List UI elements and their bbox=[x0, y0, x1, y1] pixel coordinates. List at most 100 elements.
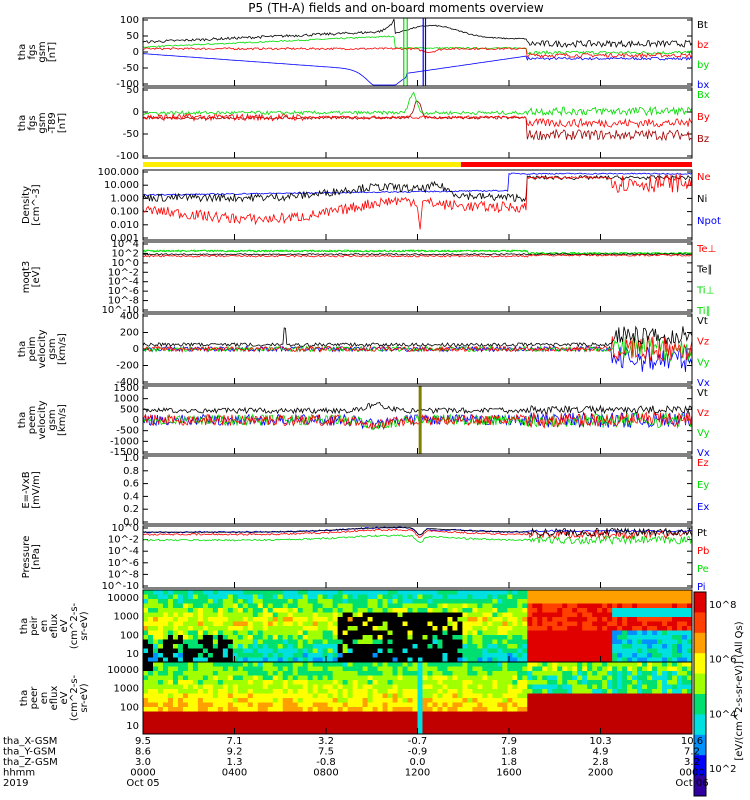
spec-cell bbox=[372, 635, 379, 640]
spec-cell bbox=[482, 653, 488, 658]
spec-cell bbox=[177, 648, 184, 654]
spec-cell bbox=[642, 684, 648, 690]
spec-cell bbox=[282, 720, 289, 726]
spec-cell bbox=[432, 590, 438, 595]
spec-cell bbox=[207, 594, 214, 600]
spec-cell bbox=[617, 590, 623, 595]
spec-cell bbox=[252, 716, 259, 721]
spec-cell bbox=[372, 662, 379, 667]
spec-cell bbox=[482, 725, 488, 730]
spec-cell bbox=[177, 657, 184, 663]
spec-cell bbox=[267, 594, 274, 600]
spec-cell bbox=[317, 716, 324, 721]
spec-cell bbox=[427, 617, 433, 622]
spec-cell bbox=[167, 653, 174, 658]
spec-cell bbox=[367, 725, 374, 730]
spec-cell bbox=[462, 657, 468, 663]
spec-cell bbox=[612, 644, 618, 649]
spec-cell bbox=[672, 635, 678, 640]
spec-cell bbox=[397, 594, 404, 600]
spec-cell bbox=[577, 653, 583, 658]
spec-cell bbox=[242, 725, 249, 730]
spec-cell bbox=[527, 621, 533, 627]
spec-cell bbox=[317, 707, 324, 712]
spec-cell bbox=[617, 698, 623, 703]
spec-cell bbox=[597, 729, 603, 735]
spec-cell bbox=[272, 729, 279, 735]
spec-cell bbox=[632, 720, 638, 726]
spec-cell bbox=[607, 716, 613, 721]
spec-cell bbox=[287, 675, 294, 681]
spec-cell bbox=[377, 621, 384, 627]
spec-cell bbox=[267, 603, 274, 609]
spec-cell bbox=[602, 711, 608, 717]
spec-cell bbox=[612, 626, 618, 631]
spec-cell bbox=[232, 617, 239, 622]
spec-cell bbox=[257, 698, 264, 703]
spec-cell bbox=[247, 635, 254, 640]
spec-cell bbox=[442, 684, 448, 690]
spec-cell bbox=[392, 684, 399, 690]
spec-cell bbox=[642, 707, 648, 712]
spec-cell bbox=[562, 702, 568, 708]
spec-cell bbox=[632, 608, 638, 613]
spec-cell bbox=[657, 635, 663, 640]
spec-cell bbox=[462, 666, 468, 672]
spec-cell bbox=[547, 657, 553, 663]
spec-cell bbox=[532, 653, 538, 658]
spec-cell bbox=[227, 626, 234, 631]
spec-cell bbox=[537, 639, 543, 645]
spec-cell bbox=[287, 648, 294, 654]
spec-cell bbox=[377, 725, 384, 730]
spec-cell bbox=[547, 729, 553, 735]
spec-cell bbox=[337, 729, 344, 735]
spec-cell bbox=[282, 707, 289, 712]
spec-cell bbox=[392, 621, 399, 627]
spec-cell bbox=[272, 671, 279, 676]
spec-cell bbox=[477, 707, 483, 712]
spec-cell bbox=[287, 617, 294, 622]
spec-cell bbox=[407, 698, 414, 703]
spec-cell bbox=[227, 689, 234, 694]
spec-cell bbox=[482, 671, 488, 676]
spec-cell bbox=[382, 680, 389, 685]
spec-cell bbox=[272, 666, 279, 672]
spec-cell bbox=[497, 702, 503, 708]
spec-cell bbox=[143, 648, 149, 654]
spec-cell bbox=[572, 662, 578, 667]
spec-cell bbox=[172, 707, 179, 712]
spec-cell bbox=[372, 671, 379, 676]
spec-cell bbox=[143, 693, 149, 699]
spec-cell bbox=[332, 635, 339, 640]
spec-cell bbox=[457, 657, 463, 663]
spec-cell bbox=[357, 635, 364, 640]
spec-cell bbox=[462, 684, 468, 690]
spec-cell bbox=[247, 594, 254, 600]
spec-cell bbox=[487, 612, 493, 618]
spec-cell bbox=[497, 617, 503, 622]
spec-cell bbox=[232, 675, 239, 681]
spec-cell bbox=[662, 671, 668, 676]
spec-cell bbox=[207, 621, 214, 627]
spec-cell bbox=[362, 720, 369, 726]
spec-cell bbox=[382, 599, 389, 604]
spec-cell bbox=[492, 711, 498, 717]
spec-cell bbox=[367, 621, 374, 627]
spec-cell bbox=[327, 657, 334, 663]
spec-cell bbox=[532, 684, 538, 690]
spec-cell bbox=[492, 684, 498, 690]
spec-cell bbox=[672, 590, 678, 595]
spec-cell bbox=[542, 707, 548, 712]
spec-cell bbox=[382, 648, 389, 654]
spec-cell bbox=[427, 635, 433, 640]
spec-cell bbox=[312, 707, 319, 712]
spec-cell bbox=[552, 648, 558, 654]
spec-cell bbox=[212, 671, 219, 676]
spec-cell bbox=[172, 711, 179, 717]
figure-title: P5 (TH-A) fields and on-board moments ov… bbox=[248, 1, 544, 15]
spec-cell bbox=[212, 716, 219, 721]
spec-cell bbox=[472, 590, 478, 595]
spec-cell bbox=[422, 725, 428, 730]
spec-cell bbox=[447, 617, 453, 622]
spec-cell bbox=[677, 608, 683, 613]
